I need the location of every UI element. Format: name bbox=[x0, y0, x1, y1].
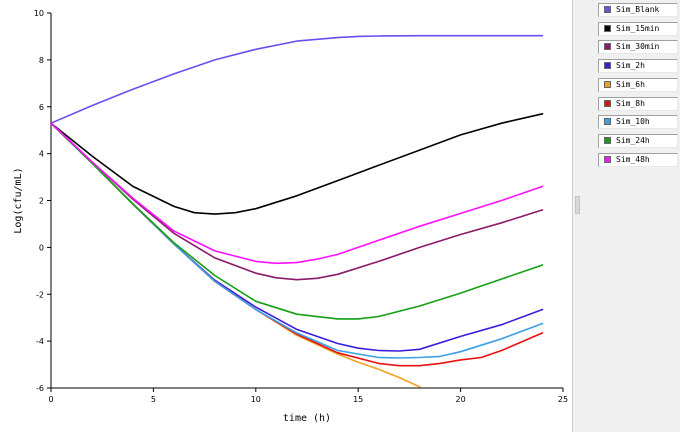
series-line-sim-24h bbox=[50, 122, 544, 320]
legend-swatch-icon bbox=[604, 24, 611, 32]
legend-swatch-icon bbox=[604, 136, 611, 144]
series-line-sim-2h bbox=[50, 122, 544, 352]
line-chart: -6 -4 -2 0 2 4 6 8 10 0 5 10 15 20 25 time (h) Log(cfu/m… bbox=[13, 9, 568, 424]
legend-panel: Sim_Blank Sim_15min Sim_30min Sim_2h Sim_6h S… bbox=[598, 0, 680, 432]
series-line-sim-10h bbox=[50, 122, 544, 359]
x-tick-label: 10 bbox=[251, 395, 261, 404]
legend-swatch-icon bbox=[604, 155, 611, 163]
legend-label: Sim_10h bbox=[616, 117, 650, 127]
legend-item[interactable]: Sim_24h bbox=[598, 133, 678, 148]
series-line-sim-blank bbox=[50, 34, 544, 124]
legend-swatch-icon bbox=[604, 118, 611, 126]
legend-label: Sim_48h bbox=[616, 154, 650, 164]
legend-label: Sim_8h bbox=[616, 98, 645, 108]
legend-item[interactable]: Sim_8h bbox=[598, 96, 678, 111]
series-line-sim-15min bbox=[50, 113, 544, 215]
y-tick-label: 2 bbox=[39, 197, 44, 206]
legend-label: Sim_30min bbox=[616, 42, 660, 52]
legend-swatch-icon bbox=[604, 43, 611, 51]
x-tick-label: 5 bbox=[151, 395, 156, 404]
legend-label: Sim_15min bbox=[616, 23, 660, 33]
legend-swatch-icon bbox=[604, 6, 611, 13]
legend-item[interactable]: Sim_10h bbox=[598, 115, 678, 130]
y-tick-label: 6 bbox=[39, 103, 44, 112]
legend-item[interactable]: Sim_2h bbox=[598, 59, 678, 74]
series-line-sim-48h bbox=[50, 122, 544, 265]
y-tick-label: 4 bbox=[39, 150, 44, 159]
y-tick-label: 0 bbox=[39, 243, 44, 252]
y-tick-label: -4 bbox=[36, 337, 44, 346]
legend-item[interactable]: Sim_30min bbox=[598, 40, 678, 55]
x-tick-label: 25 bbox=[558, 395, 568, 404]
splitter[interactable] bbox=[573, 0, 593, 432]
series-line-sim-6h bbox=[50, 122, 421, 388]
legend-swatch-icon bbox=[604, 62, 611, 70]
x-tick-label: 20 bbox=[456, 395, 466, 404]
legend-item[interactable]: Sim_15min bbox=[598, 21, 678, 36]
legend-label: Sim_24h bbox=[616, 135, 650, 145]
y-axis-title: Log(cfu/mL) bbox=[13, 167, 24, 233]
legend-item[interactable]: Sim_Blank bbox=[598, 3, 678, 17]
x-tick-label: 0 bbox=[48, 395, 53, 404]
legend-label: Sim_2h bbox=[616, 61, 645, 71]
legend-item[interactable]: Sim_48h bbox=[598, 152, 678, 167]
plot-panel: -6 -4 -2 0 2 4 6 8 10 0 5 10 15 20 25 time (h) Log(cfu/m… bbox=[0, 0, 573, 432]
y-tick-label: -2 bbox=[36, 290, 44, 299]
splitter-grip-icon[interactable] bbox=[575, 196, 580, 214]
legend-label: Sim_Blank bbox=[616, 5, 660, 14]
legend-item[interactable]: Sim_6h bbox=[598, 77, 678, 92]
legend-label: Sim_6h bbox=[616, 79, 645, 89]
y-tick-label: -6 bbox=[36, 384, 44, 393]
x-tick-label: 15 bbox=[353, 395, 363, 404]
y-tick-label: 8 bbox=[39, 56, 44, 65]
legend-swatch-icon bbox=[604, 80, 611, 88]
y-tick-label: 10 bbox=[34, 9, 44, 18]
x-axis-title: time (h) bbox=[283, 413, 331, 424]
legend-swatch-icon bbox=[604, 99, 611, 107]
series-line-sim-30min bbox=[50, 122, 544, 281]
